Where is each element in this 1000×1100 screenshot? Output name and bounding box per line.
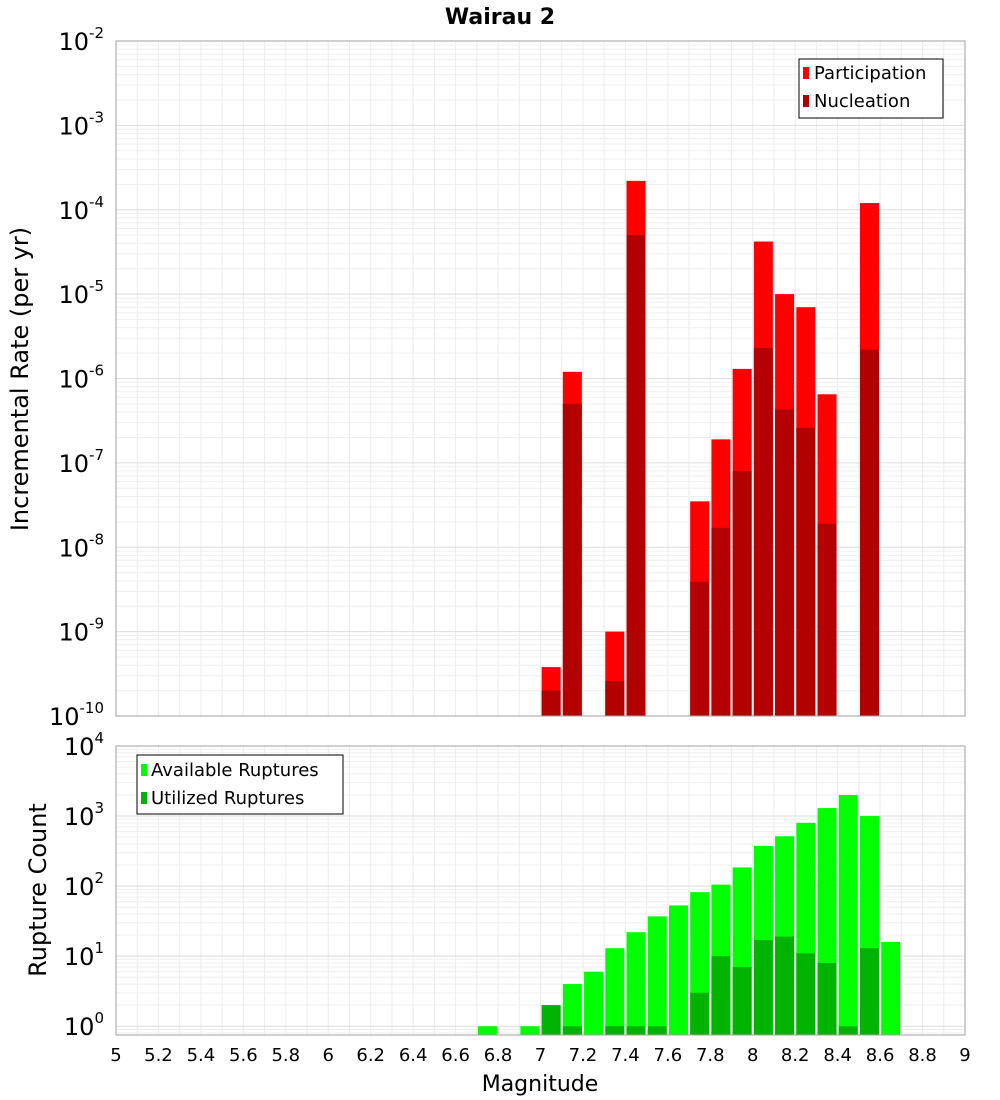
x-tick-label: 5.2: [144, 1045, 173, 1066]
x-tick-label: 7.8: [696, 1045, 725, 1066]
available-legend-label: Available Ruptures: [151, 760, 319, 781]
nucleation-legend-label: Nucleation: [814, 91, 910, 112]
utilized-legend-swatch: [141, 792, 147, 804]
rate-y-tick-label: 10-7: [58, 446, 104, 478]
nucleation-bar: [690, 581, 710, 716]
x-tick-label: 6.4: [399, 1045, 428, 1066]
utilized-ruptures-bar: [775, 936, 795, 1035]
x-tick-label: 9: [959, 1045, 970, 1066]
count-legend-box: [136, 754, 344, 815]
utilized-ruptures-bar: [711, 956, 731, 1035]
x-tick-label: 7.4: [611, 1045, 640, 1066]
participation-legend-swatch: [803, 67, 809, 79]
count-y-tick-label: 103: [64, 799, 104, 831]
count-y-axis-label: Rupture Count: [24, 803, 52, 977]
count-bars: [477, 794, 901, 1035]
utilized-legend-label: Utilized Ruptures: [151, 788, 304, 809]
nucleation-bar: [626, 235, 646, 716]
x-tick-label: 7: [535, 1045, 546, 1066]
x-tick-label: 8.6: [866, 1045, 895, 1066]
x-tick-label: 7.6: [654, 1045, 683, 1066]
nucleation-bar: [859, 349, 879, 716]
x-tick-label: 6.6: [441, 1045, 470, 1066]
rate-y-tick-labels: 10-10 10-9 10-8 10-7 10-6 10-5 10-4 10-3 10-2: [49, 24, 104, 731]
x-tick-label: 6.8: [484, 1045, 513, 1066]
utilized-ruptures-bar: [859, 948, 879, 1035]
x-tick-label: 5.8: [271, 1045, 300, 1066]
nucleation-bar: [775, 409, 795, 716]
x-tick-label: 7.2: [569, 1045, 598, 1066]
available-ruptures-bar: [520, 1026, 540, 1035]
available-ruptures-bar: [605, 948, 625, 1035]
utilized-ruptures-bar: [753, 940, 773, 1035]
x-tick-label: 6: [323, 1045, 334, 1066]
nucleation-bar: [732, 471, 752, 716]
magnitude-tick-labels: 5 5.2 5.4 5.6 5.8 6 6.2 6.4 6.6 6.8 7 7.2 7.4 7.6 7.8 8…: [110, 1045, 970, 1066]
count-plot-frame: [115, 745, 966, 1036]
nucleation-legend-swatch: [803, 95, 809, 107]
count-panel: 100 101 102 103 104 5 5.2 5.4 5.6 5.8 6 6.2 6.4 6.6 6…: [24, 729, 971, 1097]
rate-y-tick-label: 10-2: [58, 24, 104, 56]
available-ruptures-bar: [838, 794, 858, 1035]
count-y-tick-labels: 100 101 102 103 104: [64, 729, 104, 1041]
count-y-tick-label: 100: [64, 1009, 104, 1041]
available-ruptures-bar: [584, 971, 604, 1035]
utilized-ruptures-bar: [732, 967, 752, 1035]
nucleation-bar: [562, 403, 582, 716]
count-y-tick-label: 102: [64, 869, 104, 901]
count-legend: Available Ruptures Utilized Ruptures: [136, 754, 344, 815]
rate-y-tick-label: 10-5: [58, 277, 104, 309]
x-tick-label: 5.4: [187, 1045, 216, 1066]
available-ruptures-bar: [626, 932, 646, 1035]
x-axis-label: Magnitude: [482, 1072, 599, 1097]
available-ruptures-bar: [477, 1026, 497, 1035]
rate-y-tick-label: 10-4: [58, 193, 104, 225]
rate-gridlines: [116, 41, 965, 717]
x-tick-label: 8.8: [908, 1045, 937, 1066]
nucleation-bar: [541, 690, 561, 716]
utilized-ruptures-bar: [817, 962, 837, 1035]
available-ruptures-bar: [881, 941, 901, 1035]
utilized-ruptures-bar: [605, 1026, 625, 1035]
nucleation-bar: [796, 427, 816, 716]
rate-plot-frame: [115, 40, 966, 717]
utilized-ruptures-bar: [562, 1026, 582, 1035]
nucleation-bar: [711, 527, 731, 716]
available-ruptures-bar: [668, 905, 688, 1035]
rate-y-tick-label: 10-10: [49, 699, 104, 731]
count-y-tick-label: 104: [64, 729, 104, 761]
utilized-ruptures-bar: [796, 953, 816, 1035]
rate-bars: [541, 180, 879, 717]
rate-y-tick-label: 10-9: [58, 615, 104, 647]
rate-panel: 10-10 10-9 10-8 10-7 10-6 10-5 10-4 10-3 10-2 In…: [6, 24, 966, 731]
utilized-ruptures-bar: [626, 1026, 646, 1035]
rate-y-tick-label: 10-6: [58, 362, 104, 394]
x-tick-label: 8.2: [781, 1045, 810, 1066]
rate-legend: Participation Nucleation: [798, 58, 944, 119]
available-legend-swatch: [141, 764, 147, 776]
rate-legend-box: [798, 58, 944, 119]
participation-legend-label: Participation: [814, 63, 926, 84]
x-tick-label: 6.2: [356, 1045, 385, 1066]
utilized-ruptures-bar: [838, 1026, 858, 1035]
x-tick-label: 5.6: [229, 1045, 258, 1066]
nucleation-bar: [605, 680, 625, 716]
x-tick-label: 8.4: [823, 1045, 852, 1066]
count-y-tick-label: 101: [64, 939, 104, 971]
nucleation-bar: [817, 523, 837, 716]
rate-y-tick-label: 10-3: [58, 108, 104, 140]
utilized-ruptures-bar: [647, 1026, 667, 1035]
nucleation-bar: [753, 347, 773, 716]
x-tick-label: 5: [110, 1045, 121, 1066]
available-ruptures-bar: [647, 916, 667, 1035]
rate-y-axis-label: Incremental Rate (per yr): [6, 227, 34, 531]
available-ruptures-bar: [562, 984, 582, 1035]
rate-y-tick-label: 10-8: [58, 530, 104, 562]
chart-title: Wairau 2: [445, 5, 555, 30]
x-tick-label: 8: [747, 1045, 758, 1066]
utilized-ruptures-bar: [690, 992, 710, 1035]
utilized-ruptures-bar: [541, 1005, 561, 1035]
